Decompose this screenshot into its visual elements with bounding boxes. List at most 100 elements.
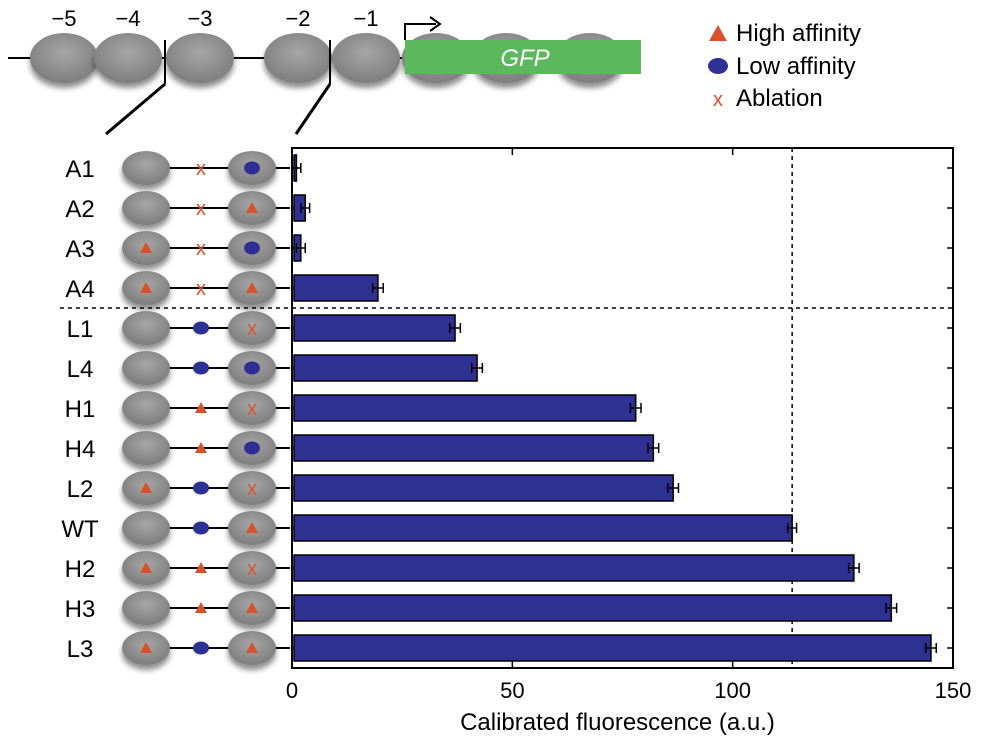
category-label: L4 — [67, 356, 94, 383]
ablation-marker-icon: x — [196, 278, 206, 300]
construct-row: x — [122, 151, 290, 185]
category-label: A2 — [65, 196, 94, 223]
low-affinity-marker-icon — [193, 521, 209, 535]
bar — [293, 514, 793, 542]
low-affinity-marker-icon — [193, 641, 209, 655]
nucleosome-icon — [30, 33, 98, 83]
bar — [293, 594, 893, 622]
category-label: A4 — [65, 276, 94, 303]
high-affinity-marker-icon — [140, 642, 152, 653]
nucleosome-icon — [122, 511, 170, 545]
zoom-line-right — [294, 83, 332, 135]
legend-low-marker-icon — [708, 58, 728, 74]
construct-row — [122, 511, 290, 545]
high-affinity-marker-icon — [140, 282, 152, 293]
low-affinity-marker-icon — [244, 441, 260, 455]
category-label: A1 — [65, 156, 94, 183]
high-affinity-marker-icon — [246, 282, 258, 293]
nucleosome-icon — [228, 391, 276, 425]
nucleosome-icon — [264, 33, 332, 83]
bar — [293, 354, 478, 382]
legend-high-marker-icon — [709, 25, 727, 41]
nucleosome-icon — [332, 33, 400, 83]
low-affinity-marker-icon — [244, 361, 260, 375]
high-affinity-marker-icon — [140, 482, 152, 493]
bar — [293, 474, 674, 502]
nucleosome-icon — [122, 431, 170, 465]
ablation-marker-icon: x — [247, 478, 257, 500]
category-label: H3 — [65, 596, 96, 623]
construct-row — [122, 631, 290, 665]
nucleosome-icon — [228, 311, 276, 345]
x-tick-label: 100 — [714, 678, 751, 703]
legend-ablation-label: Ablation — [736, 85, 823, 112]
high-affinity-marker-icon — [140, 562, 152, 573]
nucleosome-icon — [228, 471, 276, 505]
legend-low-label: Low affinity — [736, 53, 856, 80]
category-label: H2 — [65, 556, 96, 583]
high-affinity-marker-icon — [246, 642, 258, 653]
nucleosome-icon — [122, 151, 170, 185]
category-label: H1 — [65, 396, 96, 423]
ablation-marker-icon: x — [247, 318, 257, 340]
arrow-head-icon — [429, 16, 442, 32]
low-affinity-marker-icon — [193, 481, 209, 495]
low-affinity-marker-icon — [244, 161, 260, 175]
transcription-start-arrow — [404, 23, 436, 40]
bar — [293, 554, 855, 582]
construct-row: x — [122, 271, 290, 305]
ablation-marker-icon: x — [247, 558, 257, 580]
high-affinity-marker-icon — [140, 242, 152, 253]
category-label: WT — [61, 516, 99, 543]
x-tick-label: 0 — [286, 678, 298, 703]
construct-row — [122, 351, 290, 385]
gene-label: GFP — [500, 45, 549, 72]
bar — [293, 394, 637, 422]
nucleosome-icon — [122, 311, 170, 345]
nucleosome-icon — [94, 33, 162, 83]
promoter-schematic: GFP −5 −4 −3 −2 −1 — [8, 6, 641, 136]
construct-row: x — [122, 191, 290, 225]
nucleosome-label-m1: −1 — [353, 6, 378, 31]
construct-row — [122, 591, 290, 625]
bar-chart: 0 50 100 150 Calibrated fluorescence (a.u.) A… — [60, 147, 971, 736]
bar — [293, 314, 456, 342]
x-axis-label: Calibrated fluorescence (a.u.) — [460, 709, 775, 736]
nucleosome-icon — [166, 33, 234, 83]
nucleosome-label-m4: −4 — [115, 6, 140, 31]
high-affinity-marker-icon — [195, 442, 207, 453]
high-affinity-marker-icon — [246, 202, 258, 213]
legend: High affinity Low affinity x Ablation — [708, 20, 861, 112]
legend-ablation-marker-icon: x — [713, 89, 723, 111]
category-label: L1 — [67, 316, 94, 343]
category-label: L2 — [67, 476, 94, 503]
construct-row: x — [122, 391, 290, 425]
bar — [293, 274, 379, 302]
bar — [293, 634, 932, 662]
category-label: H4 — [65, 436, 96, 463]
high-affinity-marker-icon — [246, 522, 258, 533]
construct-row: x — [122, 471, 290, 505]
ablation-marker-icon: x — [196, 238, 206, 260]
nucleosome-icon — [122, 391, 170, 425]
ablation-marker-icon: x — [196, 158, 206, 180]
low-affinity-marker-icon — [193, 321, 209, 335]
high-affinity-marker-icon — [246, 602, 258, 613]
nucleosome-label-m5: −5 — [51, 6, 76, 31]
construct-row — [122, 431, 290, 465]
x-tick-label: 50 — [500, 678, 524, 703]
nucleosome-label-m2: −2 — [285, 6, 310, 31]
nucleosome-icon — [122, 351, 170, 385]
high-affinity-marker-icon — [195, 402, 207, 413]
ablation-marker-icon: x — [247, 398, 257, 420]
category-label: A3 — [65, 236, 94, 263]
high-affinity-marker-icon — [195, 562, 207, 573]
construct-row: x — [122, 231, 290, 265]
category-label: L3 — [67, 636, 94, 663]
legend-high-label: High affinity — [736, 20, 861, 47]
low-affinity-marker-icon — [193, 361, 209, 375]
bar — [293, 434, 655, 462]
